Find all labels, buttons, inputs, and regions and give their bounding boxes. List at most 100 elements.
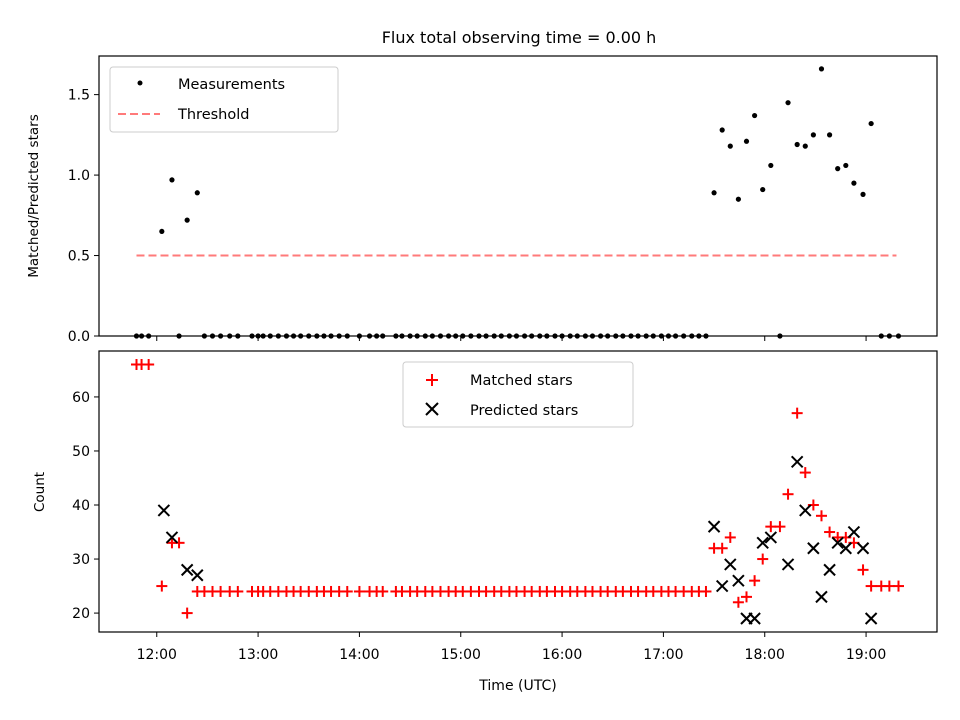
measurement-point bbox=[513, 333, 520, 339]
measurement-point bbox=[743, 138, 750, 144]
y-tick-label: 30 bbox=[72, 552, 90, 568]
x-tick-label: 16:00 bbox=[542, 647, 582, 663]
measurement-point bbox=[235, 333, 241, 339]
measurement-point bbox=[275, 333, 281, 339]
measurement-point bbox=[835, 166, 841, 172]
chart-title: Flux total observing time = 0.00 h bbox=[382, 28, 657, 47]
legend-measurements-label: Measurements bbox=[178, 77, 285, 93]
measurement-point bbox=[328, 333, 334, 339]
measurement-point bbox=[711, 190, 717, 196]
measurement-point bbox=[537, 333, 543, 339]
predicted-star-point bbox=[157, 504, 171, 517]
measurement-point bbox=[777, 333, 783, 339]
measurement-point bbox=[529, 333, 535, 339]
measurement-point bbox=[672, 333, 679, 339]
measurement-point bbox=[727, 143, 733, 149]
measurement-point bbox=[628, 333, 634, 339]
matched-star-point bbox=[757, 553, 769, 565]
matched-star-point bbox=[865, 580, 877, 592]
predicted-star-point bbox=[864, 612, 878, 625]
measurement-point bbox=[760, 186, 766, 193]
y-tick-label: 1.0 bbox=[68, 168, 90, 184]
measurement-point bbox=[468, 333, 474, 339]
measurement-point bbox=[878, 333, 884, 339]
measurement-point bbox=[567, 333, 573, 339]
predicted-star-point bbox=[799, 504, 812, 517]
top-panel-marks bbox=[133, 66, 902, 339]
measurement-point bbox=[366, 333, 373, 339]
matched-star-point bbox=[824, 526, 836, 538]
measurement-point bbox=[696, 333, 702, 339]
measurement-point bbox=[184, 217, 190, 223]
measurement-point bbox=[851, 180, 857, 186]
measurement-point bbox=[476, 333, 482, 339]
measurement-point bbox=[298, 333, 304, 339]
measurement-point bbox=[483, 333, 489, 339]
matched-star-point bbox=[716, 542, 728, 554]
y-tick-label: 0.0 bbox=[68, 329, 90, 345]
matched-star-point bbox=[815, 510, 827, 522]
predicted-star-point bbox=[707, 520, 721, 533]
y-tick-label: 0.5 bbox=[68, 249, 90, 265]
measurement-point bbox=[201, 333, 207, 339]
x-tick-label: 17:00 bbox=[643, 647, 683, 663]
measurement-point bbox=[768, 162, 774, 169]
measurement-point bbox=[306, 333, 312, 339]
measurement-point bbox=[194, 190, 200, 196]
measurement-point bbox=[843, 162, 849, 169]
predicted-star-point bbox=[756, 536, 769, 550]
measurement-point bbox=[506, 333, 512, 339]
matched-star-point bbox=[791, 407, 803, 419]
measurement-point bbox=[407, 333, 413, 339]
legend-predicted-marker bbox=[425, 402, 439, 416]
matched-star-point bbox=[156, 580, 168, 592]
measurement-point bbox=[217, 333, 224, 339]
measurement-point bbox=[613, 333, 619, 339]
y-tick-label: 40 bbox=[72, 498, 90, 514]
matched-star-point bbox=[377, 585, 389, 597]
x-tick-label: 15:00 bbox=[441, 647, 481, 663]
measurement-point bbox=[290, 333, 297, 339]
bottom-legend-box bbox=[402, 361, 634, 428]
predicted-star-point bbox=[191, 569, 204, 582]
legend-threshold-label: Threshold bbox=[177, 107, 249, 123]
predicted-star-point bbox=[715, 579, 729, 593]
measurement-point bbox=[818, 66, 825, 72]
y-tick-label: 50 bbox=[72, 444, 90, 460]
measurement-point bbox=[267, 333, 273, 339]
predicted-star-point bbox=[807, 542, 820, 555]
x-tick-label: 14:00 bbox=[339, 647, 379, 663]
x-tick-label: 12:00 bbox=[137, 647, 177, 663]
measurement-point bbox=[665, 333, 672, 339]
bottom-y-axis: 20 30 40 50 60 bbox=[72, 390, 99, 622]
measurement-point bbox=[498, 333, 504, 339]
matched-star-point bbox=[353, 585, 365, 597]
top-legend-box bbox=[109, 66, 339, 133]
measurement-point bbox=[227, 333, 233, 339]
measurement-point bbox=[802, 143, 808, 149]
predicted-star-point bbox=[831, 536, 844, 550]
measurement-point bbox=[589, 333, 596, 339]
x-axis-label: Time (UTC) bbox=[478, 678, 556, 694]
matched-star-point bbox=[181, 607, 193, 619]
bottom-x-axis: 12:00 13:00 14:00 15:00 16:00 17:00 18:00 19:00 bbox=[137, 632, 886, 663]
measurement-point bbox=[635, 333, 641, 339]
predicted-star-point bbox=[823, 563, 836, 577]
measurement-point bbox=[336, 333, 342, 339]
measurement-point bbox=[321, 333, 327, 339]
matched-star-point bbox=[749, 575, 761, 587]
bottom-panel-frame bbox=[98, 350, 938, 633]
measurement-point bbox=[380, 333, 386, 339]
measurement-point bbox=[658, 333, 664, 339]
predicted-star-point bbox=[839, 542, 853, 555]
measurement-point bbox=[429, 333, 435, 339]
bottom-panel-marks bbox=[130, 359, 904, 625]
matched-star-point bbox=[740, 591, 752, 603]
matched-star-point bbox=[782, 488, 794, 500]
y-tick-label: 60 bbox=[72, 390, 90, 406]
x-tick-label: 19:00 bbox=[846, 647, 886, 663]
measurement-point bbox=[719, 127, 725, 133]
measurement-point bbox=[422, 333, 428, 339]
top-x-ticks bbox=[156, 336, 867, 341]
predicted-star-point bbox=[764, 531, 778, 544]
